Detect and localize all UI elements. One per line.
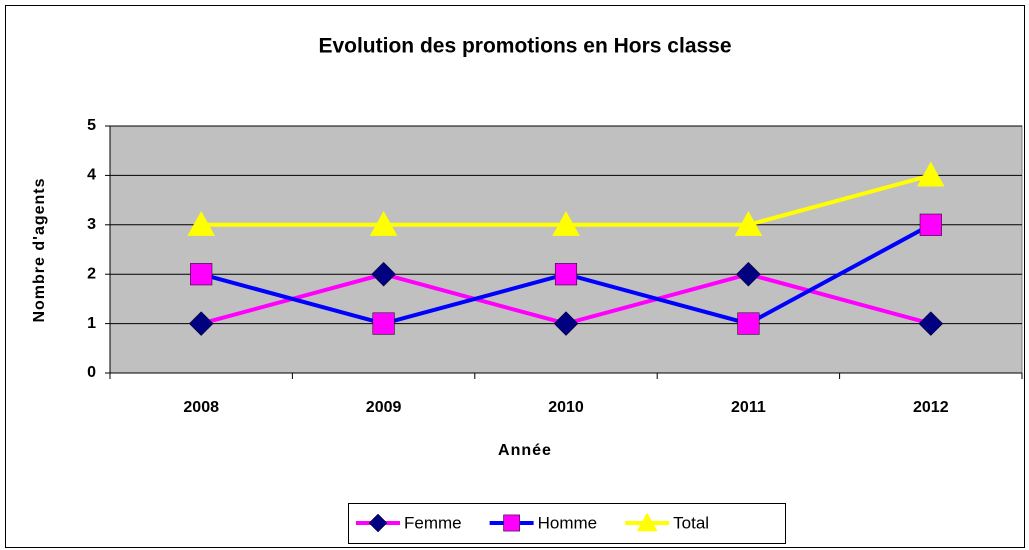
legend-label: Homme bbox=[538, 513, 598, 532]
marker bbox=[919, 213, 942, 236]
x-tick-label: 2010 bbox=[548, 399, 584, 416]
marker bbox=[917, 161, 945, 187]
marker bbox=[187, 211, 215, 236]
y-axis-label: Nombre d'agents bbox=[31, 177, 48, 322]
chart-title: Evolution des promotions en Hors classe bbox=[318, 35, 731, 58]
y-tick-label: 1 bbox=[87, 315, 96, 332]
y-tick-label: 0 bbox=[87, 364, 96, 381]
marker bbox=[552, 211, 580, 236]
marker bbox=[369, 211, 398, 236]
marker bbox=[553, 311, 579, 336]
y-tick-label: 4 bbox=[87, 167, 96, 184]
marker bbox=[554, 263, 578, 286]
marker bbox=[368, 513, 388, 533]
marker bbox=[371, 261, 396, 287]
marker bbox=[503, 514, 520, 532]
marker bbox=[736, 261, 761, 287]
marker bbox=[188, 311, 214, 336]
marker bbox=[918, 311, 944, 336]
legend-box bbox=[348, 503, 786, 544]
marker bbox=[737, 312, 760, 335]
legend-label: Total bbox=[673, 513, 709, 532]
x-tick-label: 2012 bbox=[913, 399, 949, 416]
x-tick-label: 2008 bbox=[183, 399, 219, 416]
marker bbox=[190, 263, 213, 286]
x-axis-label: Année bbox=[498, 442, 552, 459]
x-tick-label: 2011 bbox=[731, 399, 766, 416]
y-tick-label: 2 bbox=[87, 265, 96, 282]
marker bbox=[734, 211, 763, 236]
marker bbox=[372, 312, 395, 335]
x-tick-label: 2009 bbox=[366, 399, 402, 416]
y-tick-label: 5 bbox=[87, 117, 96, 134]
legend-label: Femme bbox=[404, 513, 462, 532]
y-tick-label: 3 bbox=[87, 216, 96, 233]
marker bbox=[636, 512, 658, 532]
